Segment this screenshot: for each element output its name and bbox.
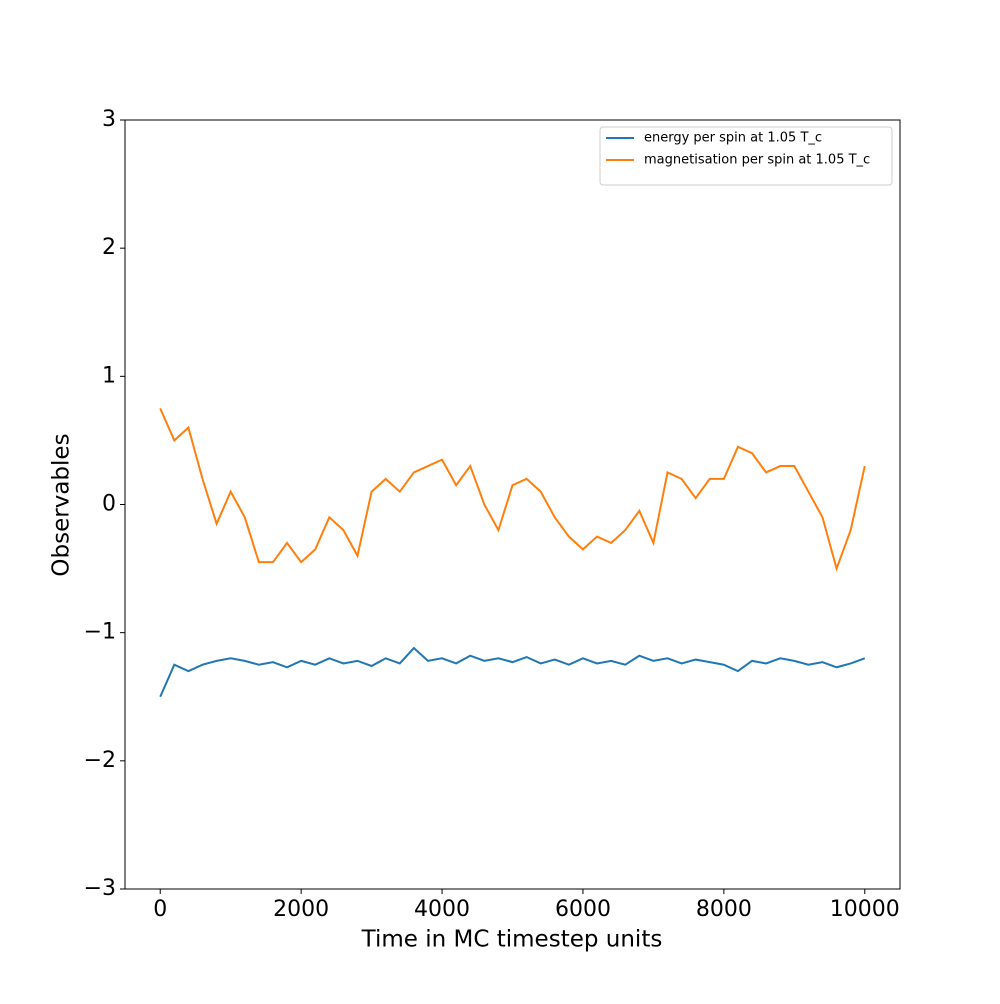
y-tick-label: 2	[102, 235, 116, 260]
y-axis-label: Observables	[49, 433, 75, 576]
series-line	[159, 407, 866, 572]
x-tick-label: 2000	[273, 897, 329, 922]
legend-label: energy per spin at 1.05 T_c	[644, 131, 822, 146]
legend-label: magnetisation per spin at 1.05 T_c	[644, 153, 870, 168]
x-tick-label: 10000	[830, 897, 900, 922]
y-tick-label: 0	[102, 492, 116, 517]
y-tick-label: −2	[84, 748, 116, 773]
x-tick-label: 0	[153, 897, 167, 922]
y-tick-label: 3	[102, 107, 116, 132]
legend-box	[599, 126, 893, 186]
x-tick-label: 8000	[696, 897, 752, 922]
x-tick-label: 4000	[414, 897, 470, 922]
series-line	[159, 646, 866, 698]
plot-frame	[124, 119, 901, 890]
y-tick-label: 1	[102, 363, 116, 388]
y-tick-label: −3	[84, 876, 116, 901]
x-tick-label: 6000	[555, 897, 611, 922]
y-tick-label: −1	[84, 620, 116, 645]
x-axis-label: Time in MC timestep units	[361, 927, 663, 953]
legend: energy per spin at 1.05 T_c magnetisation…	[599, 126, 893, 186]
